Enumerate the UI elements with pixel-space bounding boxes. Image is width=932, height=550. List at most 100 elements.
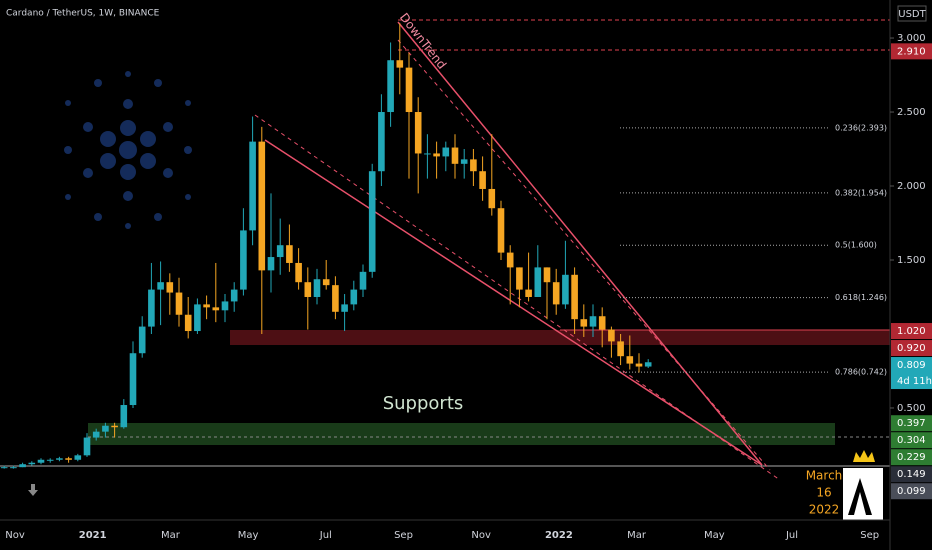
- candle-body: [46, 459, 54, 461]
- candle-body: [525, 289, 532, 297]
- date-label: 16: [816, 486, 831, 500]
- candle-body: [488, 188, 496, 209]
- fib-label: 0.618(1.246): [835, 293, 887, 302]
- candle-body: [230, 289, 238, 302]
- candle-body: [433, 153, 440, 157]
- candle-body: [617, 341, 624, 357]
- candle-body: [304, 282, 312, 297]
- candle-body: [37, 459, 45, 463]
- candle-body: [387, 60, 394, 113]
- candle-body: [589, 316, 597, 327]
- candle-body: [497, 208, 505, 253]
- trend-line-dashed: [397, 39, 771, 471]
- candle-body: [194, 304, 201, 332]
- date-label: March: [806, 469, 843, 483]
- price-tag: [891, 449, 932, 466]
- candle-body: [28, 462, 36, 465]
- y-tick-label: 3.000: [897, 33, 926, 44]
- candle-body: [184, 314, 192, 332]
- candle-body: [534, 267, 542, 297]
- candle-body: [506, 252, 514, 268]
- fib-label: 0.236(2.393): [835, 123, 887, 132]
- price-tag: [891, 483, 932, 500]
- candle-body: [295, 262, 302, 283]
- resistance-zone: [230, 330, 890, 345]
- candle-body: [120, 405, 128, 428]
- chart-title: Cardano / TetherUS, 1W, BINANCE: [6, 9, 160, 19]
- y-tick-label: 2.000: [897, 181, 926, 192]
- x-tick-label: 2021: [79, 530, 107, 541]
- candle-body: [56, 458, 63, 460]
- price-tag-label: 1.020: [897, 326, 926, 337]
- currency-box: [897, 5, 927, 22]
- x-tick-label: Jul: [785, 530, 798, 541]
- candle-body: [341, 304, 348, 312]
- candle-body: [414, 112, 422, 154]
- y-tick-label: 2.500: [897, 107, 926, 118]
- candle-body: [479, 171, 486, 189]
- candle-body: [368, 171, 376, 272]
- candle-body: [276, 245, 284, 258]
- candle-body: [442, 147, 450, 157]
- candle-body: [580, 319, 588, 327]
- candle-body: [322, 279, 330, 286]
- zone-label: Supports: [383, 393, 464, 414]
- price-tag-label: 2.910: [897, 46, 926, 57]
- candle-body: [460, 159, 468, 164]
- candle-body: [378, 112, 385, 172]
- candle-body: [608, 329, 615, 342]
- candle-body: [552, 282, 560, 305]
- x-tick-label: Sep: [394, 530, 413, 541]
- candle-body: [157, 282, 164, 290]
- candle-body: [626, 356, 634, 364]
- fib-label: 0.786(0.742): [835, 368, 887, 377]
- price-tag: [891, 415, 932, 432]
- price-tag: [891, 466, 932, 483]
- time-axis: [0, 520, 890, 550]
- x-tick-label: Nov: [471, 530, 491, 541]
- candle-body: [138, 326, 146, 354]
- fib-label: 0.5(1.600): [835, 241, 877, 250]
- candle-body: [396, 60, 404, 68]
- x-tick-label: May: [238, 530, 259, 541]
- cardano-logo: [64, 71, 192, 229]
- price-tag-label: 0.809: [897, 360, 926, 371]
- x-tick-label: 2022: [545, 530, 573, 541]
- candle-body: [543, 267, 551, 283]
- x-tick-label: May: [704, 530, 725, 541]
- candle-body: [424, 153, 431, 155]
- candle-body: [212, 307, 220, 311]
- candle-body: [166, 282, 174, 293]
- candle-body: [65, 458, 72, 460]
- candle-body: [350, 289, 358, 305]
- candle-body: [635, 363, 643, 367]
- price-tag: [891, 357, 932, 390]
- support-zone: [88, 423, 835, 445]
- candle-body: [0, 467, 8, 469]
- candle-body: [516, 267, 523, 290]
- candle-body: [405, 67, 413, 113]
- candle-body: [203, 304, 210, 308]
- x-tick-label: Jul: [319, 530, 332, 541]
- candle-body: [221, 301, 229, 311]
- candle-body: [83, 437, 91, 456]
- candle-body: [74, 455, 82, 460]
- price-tag-label: 0.149: [897, 469, 926, 480]
- candle-body: [19, 464, 26, 468]
- price-tag: [891, 340, 932, 357]
- candle-body: [286, 245, 293, 263]
- candle-body: [102, 425, 109, 432]
- candle-body: [598, 316, 606, 330]
- x-tick-label: Sep: [860, 530, 879, 541]
- fib-label: 0.382(1.954): [835, 188, 887, 197]
- scroll-icon[interactable]: [28, 484, 38, 496]
- price-tag: [891, 43, 932, 60]
- candle-body: [644, 362, 652, 367]
- candle-body: [313, 279, 321, 297]
- candle-body: [175, 292, 183, 315]
- candle-body: [451, 147, 459, 164]
- candle-body: [240, 230, 247, 290]
- candle-body: [562, 274, 569, 305]
